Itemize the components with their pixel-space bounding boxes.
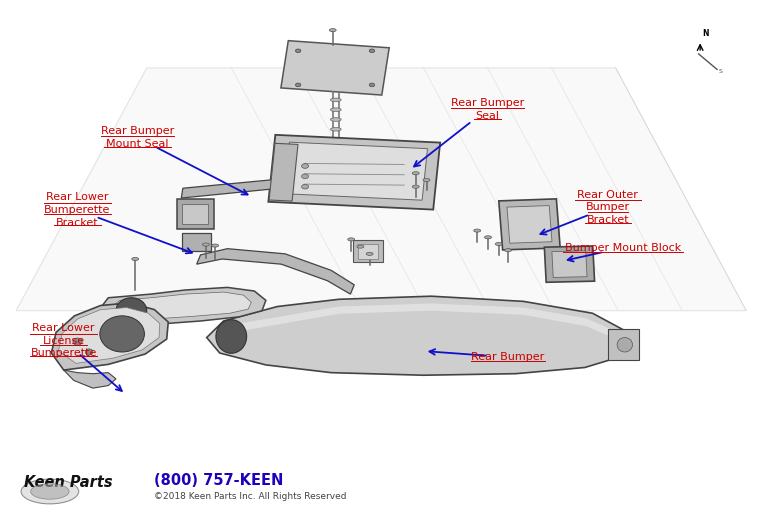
Polygon shape: [353, 240, 383, 262]
Polygon shape: [181, 178, 286, 198]
Ellipse shape: [617, 338, 632, 352]
Polygon shape: [544, 246, 594, 282]
Polygon shape: [608, 329, 638, 360]
Ellipse shape: [116, 298, 147, 324]
Ellipse shape: [495, 242, 502, 246]
Polygon shape: [182, 233, 211, 251]
Text: Rear Lower
License
Bumperette: Rear Lower License Bumperette: [31, 323, 97, 358]
Ellipse shape: [85, 349, 93, 355]
Ellipse shape: [330, 98, 341, 102]
Text: Keen Parts: Keen Parts: [24, 474, 112, 490]
Text: Rear Lower
Bumperette
Bracket: Rear Lower Bumperette Bracket: [45, 192, 111, 228]
Polygon shape: [98, 287, 266, 327]
Text: Bumper Mount Block: Bumper Mount Block: [565, 242, 681, 253]
Text: Rear Bumper: Rear Bumper: [471, 352, 544, 362]
Polygon shape: [499, 199, 561, 250]
Polygon shape: [358, 243, 378, 259]
Polygon shape: [281, 40, 389, 95]
Polygon shape: [176, 199, 213, 229]
Ellipse shape: [302, 164, 309, 168]
Polygon shape: [269, 143, 298, 201]
Ellipse shape: [484, 236, 491, 239]
Ellipse shape: [216, 320, 246, 353]
Ellipse shape: [296, 83, 301, 87]
Polygon shape: [196, 249, 354, 294]
Ellipse shape: [330, 127, 341, 131]
Polygon shape: [552, 251, 587, 278]
Polygon shape: [64, 370, 116, 388]
Ellipse shape: [100, 316, 145, 352]
Ellipse shape: [302, 184, 309, 189]
Ellipse shape: [367, 252, 373, 255]
Ellipse shape: [370, 49, 375, 53]
Ellipse shape: [504, 249, 511, 252]
Polygon shape: [507, 206, 552, 243]
Ellipse shape: [370, 83, 375, 87]
Polygon shape: [110, 292, 251, 321]
Text: Rear Bumper
Seal: Rear Bumper Seal: [450, 98, 524, 121]
Ellipse shape: [73, 338, 82, 346]
Ellipse shape: [423, 178, 430, 181]
Ellipse shape: [296, 49, 301, 53]
Ellipse shape: [330, 108, 341, 111]
Text: Rear Bumper
Mount Seal: Rear Bumper Mount Seal: [101, 126, 174, 149]
Ellipse shape: [357, 245, 364, 248]
Ellipse shape: [132, 257, 139, 261]
Polygon shape: [59, 308, 160, 363]
Text: Rear Outer
Bumper
Bracket: Rear Outer Bumper Bracket: [578, 190, 638, 225]
Ellipse shape: [21, 479, 79, 504]
Ellipse shape: [212, 244, 219, 247]
Text: S: S: [718, 69, 722, 75]
Polygon shape: [239, 304, 615, 339]
Polygon shape: [269, 135, 440, 210]
Ellipse shape: [348, 238, 355, 241]
Ellipse shape: [330, 28, 336, 32]
Polygon shape: [16, 68, 746, 311]
Ellipse shape: [412, 185, 419, 188]
Ellipse shape: [31, 484, 69, 499]
Ellipse shape: [330, 118, 341, 121]
Text: ©2018 Keen Parts Inc. All Rights Reserved: ©2018 Keen Parts Inc. All Rights Reserve…: [155, 492, 347, 501]
Polygon shape: [284, 142, 427, 200]
Text: N: N: [702, 30, 709, 38]
Text: (800) 757-KEEN: (800) 757-KEEN: [155, 472, 284, 487]
Ellipse shape: [302, 174, 309, 179]
Ellipse shape: [412, 171, 419, 175]
Ellipse shape: [474, 229, 480, 232]
Polygon shape: [206, 296, 627, 375]
Ellipse shape: [203, 243, 209, 246]
Polygon shape: [182, 204, 208, 224]
Polygon shape: [52, 303, 169, 370]
